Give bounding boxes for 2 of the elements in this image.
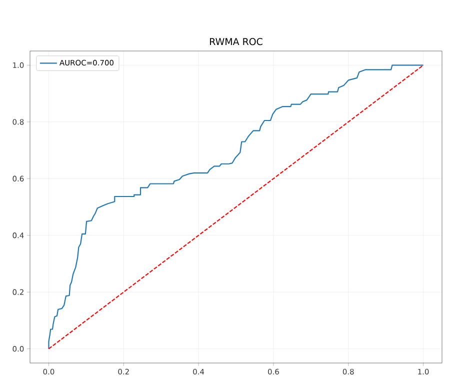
- chart-title: RWMA ROC: [210, 38, 262, 46]
- line-series: [48, 64, 424, 350]
